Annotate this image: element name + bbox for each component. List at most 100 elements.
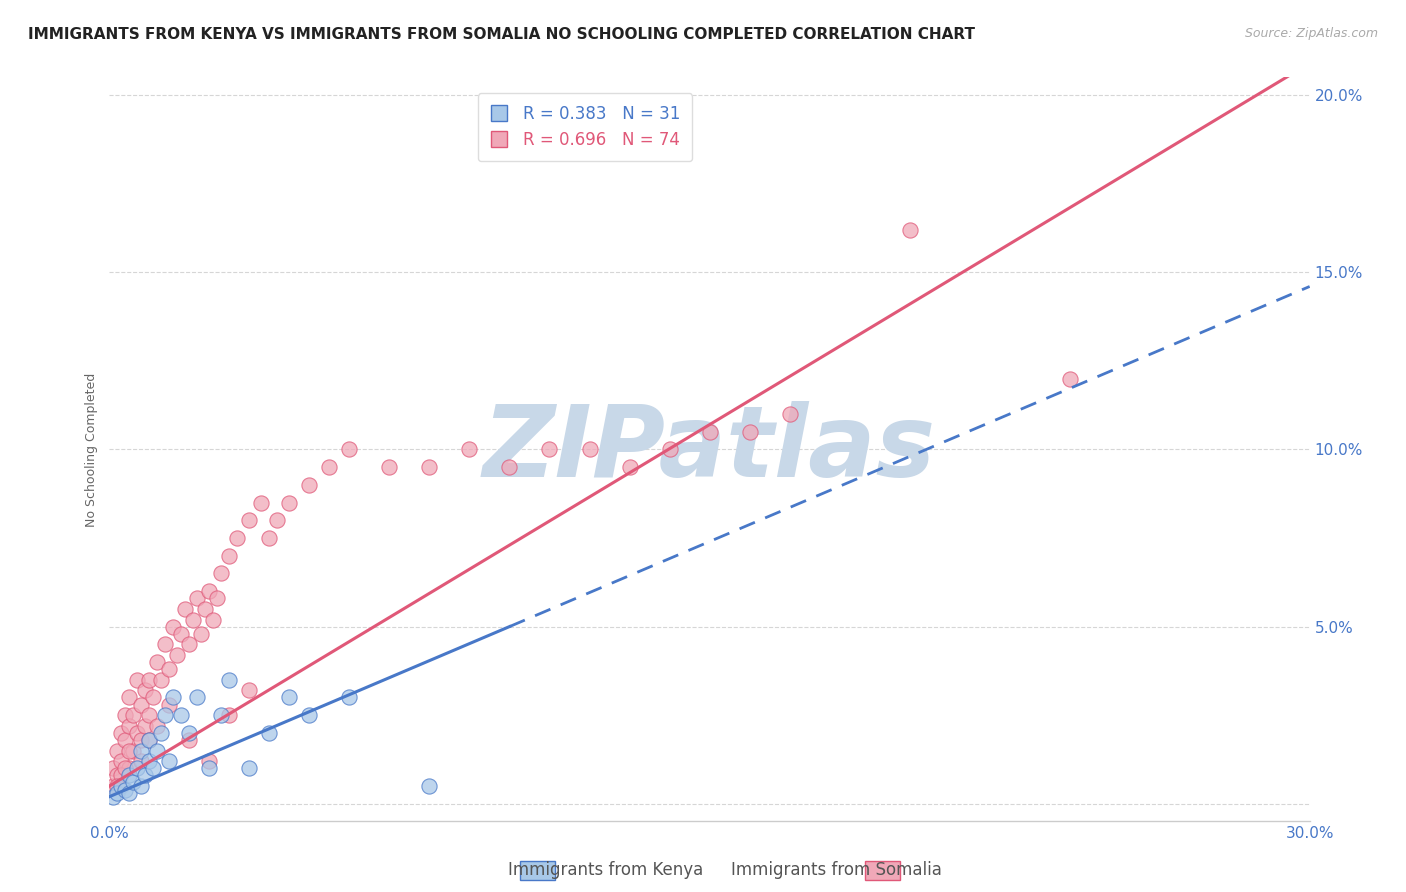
Point <box>138 708 160 723</box>
Point <box>118 761 141 775</box>
Point <box>1059 371 1081 385</box>
Point <box>157 698 180 712</box>
Point <box>186 591 208 606</box>
Point <box>150 726 173 740</box>
Point <box>110 779 132 793</box>
Point <box>110 768 132 782</box>
Point <box>138 754 160 768</box>
Point <box>238 683 260 698</box>
Point <box>103 761 125 775</box>
Point <box>157 662 180 676</box>
Point <box>378 460 401 475</box>
Point <box>114 782 136 797</box>
Point <box>250 495 273 509</box>
Point <box>202 613 225 627</box>
Point <box>122 708 145 723</box>
Point <box>107 779 129 793</box>
Point <box>131 743 153 757</box>
Point <box>278 495 301 509</box>
Point <box>146 743 169 757</box>
Point <box>122 775 145 789</box>
Point <box>298 708 321 723</box>
Point <box>118 786 141 800</box>
Point <box>138 673 160 687</box>
Point <box>198 754 221 768</box>
Point <box>110 754 132 768</box>
Point <box>107 743 129 757</box>
Point <box>619 460 641 475</box>
Point <box>155 637 177 651</box>
Point <box>318 460 340 475</box>
Point <box>131 754 153 768</box>
Point <box>418 779 440 793</box>
Point <box>898 223 921 237</box>
Point <box>339 442 361 457</box>
Point <box>498 460 520 475</box>
Point <box>278 690 301 705</box>
Point <box>259 726 281 740</box>
Point <box>118 743 141 757</box>
Point <box>179 637 201 651</box>
Point <box>134 683 156 698</box>
Point <box>190 626 212 640</box>
Point <box>418 460 440 475</box>
Point <box>179 726 201 740</box>
Point <box>207 591 229 606</box>
Point <box>578 442 600 457</box>
Point <box>142 761 165 775</box>
Point <box>194 602 217 616</box>
Point <box>134 768 156 782</box>
Point <box>209 566 232 581</box>
Point <box>198 761 221 775</box>
Point <box>118 690 141 705</box>
Point <box>179 733 201 747</box>
Point <box>150 673 173 687</box>
Point <box>218 708 240 723</box>
Point <box>226 531 249 545</box>
Point <box>118 768 141 782</box>
Point <box>131 779 153 793</box>
Text: Source: ZipAtlas.com: Source: ZipAtlas.com <box>1244 27 1378 40</box>
Point <box>186 690 208 705</box>
Point <box>146 719 169 733</box>
Point <box>209 708 232 723</box>
Point <box>103 779 125 793</box>
Point <box>162 619 184 633</box>
Point <box>142 690 165 705</box>
Point <box>146 655 169 669</box>
Point <box>458 442 481 457</box>
Point <box>266 513 288 527</box>
Point <box>218 673 240 687</box>
Point <box>259 531 281 545</box>
Y-axis label: No Schooling Completed: No Schooling Completed <box>86 372 98 526</box>
Point <box>138 733 160 747</box>
Point <box>131 733 153 747</box>
Point <box>118 719 141 733</box>
Point <box>131 698 153 712</box>
Text: Immigrants from Somalia: Immigrants from Somalia <box>731 861 942 879</box>
Point <box>134 719 156 733</box>
Point <box>738 425 761 439</box>
Point <box>157 754 180 768</box>
Point <box>538 442 561 457</box>
Point <box>174 602 197 616</box>
Text: ZIPatlas: ZIPatlas <box>484 401 936 498</box>
Point <box>699 425 721 439</box>
Point <box>339 690 361 705</box>
Point <box>103 789 125 804</box>
Point <box>107 786 129 800</box>
Legend: R = 0.383   N = 31, R = 0.696   N = 74: R = 0.383 N = 31, R = 0.696 N = 74 <box>478 93 692 161</box>
Point <box>122 743 145 757</box>
Point <box>162 690 184 705</box>
Point <box>779 407 801 421</box>
Point <box>127 761 149 775</box>
Point <box>238 513 260 527</box>
Point <box>114 708 136 723</box>
Point <box>170 708 193 723</box>
Point <box>166 648 188 662</box>
Text: IMMIGRANTS FROM KENYA VS IMMIGRANTS FROM SOMALIA NO SCHOOLING COMPLETED CORRELAT: IMMIGRANTS FROM KENYA VS IMMIGRANTS FROM… <box>28 27 976 42</box>
Point <box>238 761 260 775</box>
Point <box>298 478 321 492</box>
Point <box>127 726 149 740</box>
Point <box>170 626 193 640</box>
